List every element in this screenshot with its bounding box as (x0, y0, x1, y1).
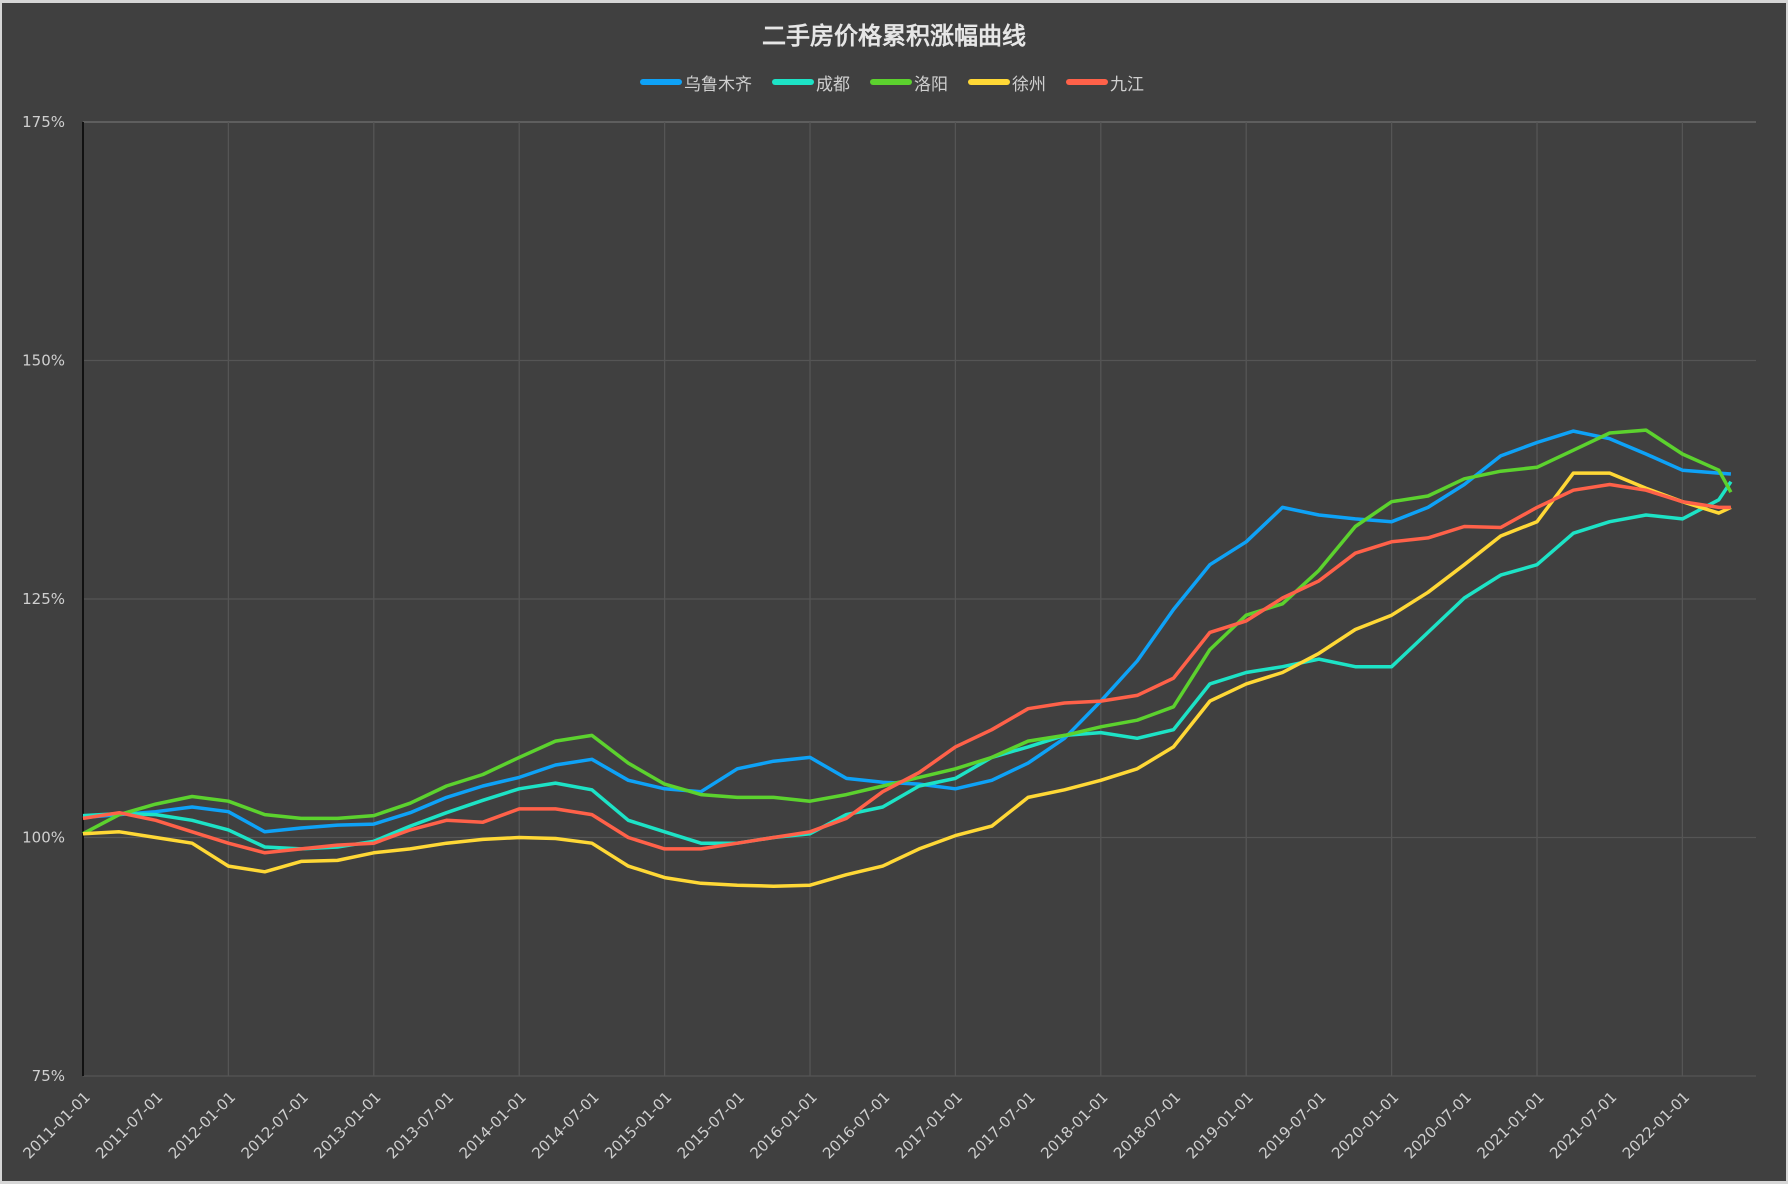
x-tick-label: 2021-07-01 (1546, 1088, 1620, 1162)
x-tick-label: 2016-07-01 (819, 1088, 893, 1162)
x-tick-label: 2013-07-01 (383, 1088, 457, 1162)
legend-swatch (640, 79, 682, 85)
legend-swatch (870, 79, 912, 85)
x-tick-label: 2017-07-01 (965, 1088, 1039, 1162)
y-axis: 75% 100% 125% 150% 175% (22, 113, 84, 1085)
x-tick-label: 2011-07-01 (92, 1088, 166, 1162)
legend-item: 徐州 (968, 75, 1046, 95)
legend-item: 乌鲁木齐 (640, 75, 752, 95)
x-tick-label: 2015-07-01 (674, 1088, 748, 1162)
x-tick-label: 2022-01-01 (1619, 1088, 1693, 1162)
x-axis: 2011-01-012011-07-012012-01-012012-07-01… (19, 1088, 1693, 1162)
x-tick-label: 2014-07-01 (528, 1088, 602, 1162)
x-tick-label: 2013-01-01 (310, 1088, 384, 1162)
chart-title: 二手房价格累积涨幅曲线 (762, 22, 1026, 50)
series-line-成都 (82, 480, 1733, 851)
legend-label: 乌鲁木齐 (684, 75, 752, 95)
x-tick-label: 2011-01-01 (19, 1088, 93, 1162)
legend-label: 九江 (1110, 75, 1144, 95)
x-tick-label: 2012-01-01 (165, 1088, 239, 1162)
series-line-乌鲁木齐 (82, 429, 1732, 834)
y-tick-label: 100% (22, 829, 65, 847)
chart-background (2, 3, 1786, 1181)
series-line-洛阳 (82, 428, 1733, 836)
x-tick-label: 2019-07-01 (1255, 1088, 1329, 1162)
x-tick-label: 2016-01-01 (746, 1088, 820, 1162)
legend-item: 成都 (772, 75, 850, 95)
legend-item: 洛阳 (870, 75, 948, 95)
legend-item: 九江 (1066, 75, 1144, 95)
legend: 乌鲁木齐 成都 洛阳 徐州 九江 (640, 75, 1144, 95)
series-line-徐州 (82, 471, 1732, 888)
legend-label: 洛阳 (914, 75, 948, 95)
legend-label: 徐州 (1012, 75, 1046, 95)
x-tick-label: 2012-07-01 (238, 1088, 312, 1162)
legend-label: 成都 (816, 75, 850, 95)
series-line-九江 (82, 482, 1731, 855)
x-tick-label: 2020-01-01 (1328, 1088, 1402, 1162)
legend-swatch (968, 79, 1010, 85)
series-lines (82, 428, 1733, 888)
x-tick-label: 2017-01-01 (892, 1088, 966, 1162)
x-tick-label: 2015-01-01 (601, 1088, 675, 1162)
legend-swatch (772, 79, 814, 85)
x-tick-label: 2018-07-01 (1110, 1088, 1184, 1162)
grid (83, 121, 1756, 1077)
x-tick-label: 2014-01-01 (456, 1088, 530, 1162)
y-tick-label: 125% (22, 590, 65, 608)
x-tick-label: 2020-07-01 (1401, 1088, 1475, 1162)
x-tick-label: 2021-01-01 (1473, 1088, 1547, 1162)
y-tick-label: 175% (22, 113, 65, 131)
x-tick-label: 2018-01-01 (1037, 1088, 1111, 1162)
x-tick-label: 2019-01-01 (1183, 1088, 1257, 1162)
legend-swatch (1066, 79, 1108, 85)
y-tick-label: 150% (22, 352, 65, 370)
y-tick-label: 75% (32, 1067, 65, 1085)
